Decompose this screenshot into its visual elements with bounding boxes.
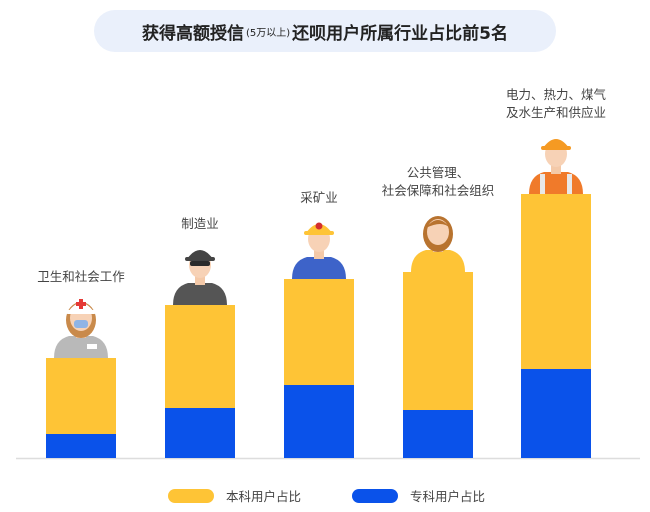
title-main-b: 还呗用户所属行业占比前5名 bbox=[292, 23, 508, 44]
bar-zhuanke-1 bbox=[46, 434, 116, 458]
category-label-line: 卫生和社会工作 bbox=[37, 269, 125, 284]
category-label-line: 制造业 bbox=[181, 216, 219, 231]
legend-zhuanke-label: 专科用户占比 bbox=[410, 489, 486, 504]
legend-zhuanke: 专科用户占比 bbox=[352, 486, 485, 505]
title-main-a: 获得高额授信 bbox=[142, 23, 244, 44]
factory-worker-icon bbox=[173, 250, 227, 305]
category-label-5: 电力、热力、煤气 及水生产和供应业 bbox=[466, 86, 646, 122]
category-label-4: 公共管理、社会保障和社会组织 bbox=[348, 164, 528, 200]
electrician-icon bbox=[529, 139, 583, 194]
miner-icon bbox=[292, 222, 346, 279]
bar-benke-1 bbox=[46, 358, 116, 434]
legend-benke-label: 本科用户占比 bbox=[226, 489, 302, 504]
category-label-line: 公共管理、 bbox=[406, 165, 470, 180]
bar-zhuanke-5 bbox=[521, 369, 591, 458]
bar-benke-5 bbox=[521, 194, 591, 369]
bar-benke-2 bbox=[165, 305, 235, 408]
bar-zhuanke-4 bbox=[403, 410, 473, 458]
legend-zhuanke-swatch bbox=[352, 488, 398, 503]
office-worker-icon bbox=[411, 216, 465, 272]
bar-zhuanke-2 bbox=[165, 408, 235, 458]
legend-benke-swatch bbox=[168, 488, 214, 503]
category-label-line: 电力、热力、煤气 bbox=[505, 87, 606, 102]
chart-title: 获得高额授信 (5万以上) 还呗用户所属行业占比前5名 bbox=[94, 10, 556, 52]
title-sub: (5万以上) bbox=[246, 27, 291, 39]
category-label-3: 采矿业 bbox=[229, 189, 409, 207]
bar-zhuanke-3 bbox=[284, 385, 354, 458]
legend-benke: 本科用户占比 bbox=[168, 486, 301, 505]
category-label-1: 卫生和社会工作 bbox=[0, 268, 171, 286]
bar-benke-4 bbox=[403, 272, 473, 410]
category-label-line: 及水生产和供应业 bbox=[505, 105, 606, 120]
category-label-2: 制造业 bbox=[110, 215, 290, 233]
category-label-line: 社会保障和社会组织 bbox=[381, 183, 495, 198]
bar-benke-3 bbox=[284, 279, 354, 385]
nurse-icon bbox=[54, 299, 108, 358]
category-label-line: 采矿业 bbox=[300, 190, 338, 205]
